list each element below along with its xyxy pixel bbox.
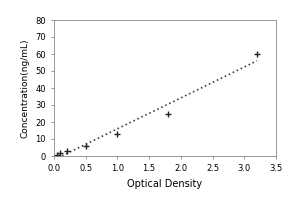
Y-axis label: Concentration(ng/mL): Concentration(ng/mL): [20, 38, 29, 138]
X-axis label: Optical Density: Optical Density: [128, 179, 202, 189]
